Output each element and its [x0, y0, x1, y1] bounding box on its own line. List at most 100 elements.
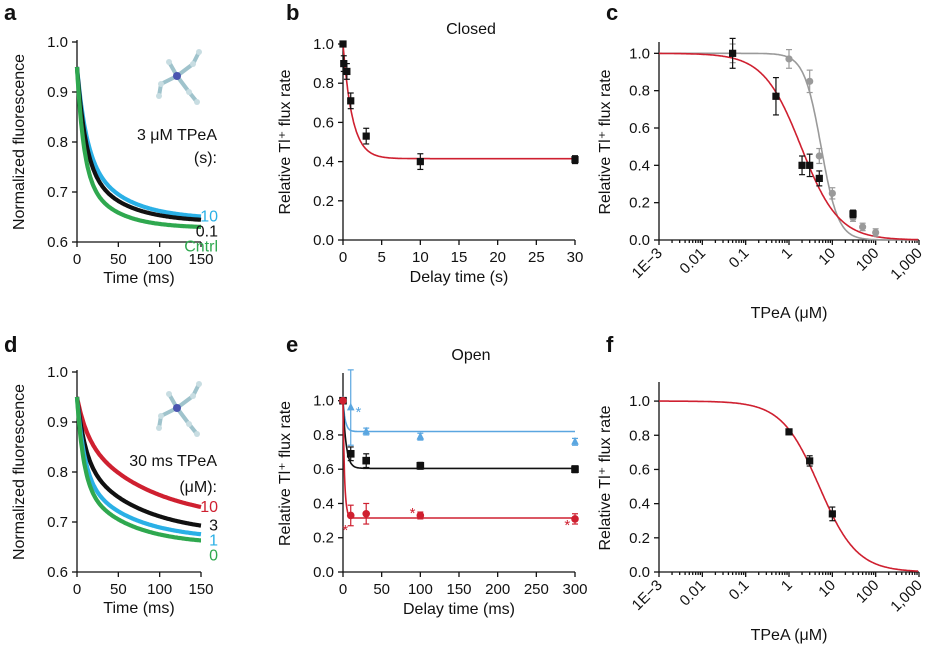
x-tick-label: 5	[377, 249, 385, 266]
fit-curve	[342, 400, 575, 433]
y-tick-label: 0.7	[47, 514, 68, 531]
y-tick-label: 1.0	[313, 36, 334, 53]
x-tick-label: 100	[853, 577, 883, 607]
data-point-square	[340, 60, 348, 68]
trace-Cntrl	[74, 66, 203, 229]
y-tick-label: 0.9	[47, 414, 68, 431]
y-axis-label: Normalized fluorescence	[11, 384, 28, 560]
x-tick-label: 200	[485, 581, 510, 598]
molecule-icon	[156, 49, 202, 105]
molecule-atom	[194, 99, 200, 105]
x-tick-label: 0	[339, 249, 347, 266]
fit-curve	[659, 52, 919, 241]
data-point-triangle	[416, 431, 425, 440]
fit-curve	[659, 400, 919, 572]
molecule-atom	[166, 59, 172, 65]
molecule-atom	[194, 431, 200, 437]
x-tick-label: 100	[147, 251, 172, 268]
data-point-circle	[872, 228, 880, 237]
x-tick-label: 50	[373, 581, 390, 598]
y-tick-label: 0.4	[629, 157, 650, 174]
data-point-triangle	[362, 426, 370, 435]
molecule-atom	[158, 81, 164, 87]
annotation-line: 3 μM TPeA	[137, 127, 217, 144]
data-point-square	[798, 161, 806, 169]
x-axis-label: Time (ms)	[103, 600, 174, 617]
data-point-square	[571, 156, 579, 164]
y-tick-label: 1.0	[313, 393, 334, 410]
panel-label-d: d	[4, 332, 17, 357]
trace-label: 0	[209, 548, 218, 565]
data-point-circle	[828, 189, 836, 197]
data-point-square	[339, 40, 347, 48]
x-tick-label: 100	[853, 245, 883, 275]
y-tick-label: 0.9	[47, 84, 68, 101]
y-tick-label: 0.8	[629, 83, 650, 100]
molecule-atom	[190, 61, 196, 67]
x-axis-label: TPeA (μM)	[751, 627, 828, 644]
x-tick-label: 0.01	[676, 245, 709, 278]
x-tick-label: 100	[147, 581, 172, 598]
x-tick-label: 15	[451, 249, 468, 266]
x-tick-label: 10	[412, 249, 429, 266]
panel-b: b 0.0 0.2 0.4 0.6 0.8 1.0 0 5 10 15 20 25 30 Delay tim…	[277, 0, 583, 286]
data-point-triangle	[346, 402, 355, 411]
data-point-circle	[859, 223, 867, 231]
molecule-atom	[196, 381, 202, 387]
data-point-square	[828, 510, 836, 518]
y-tick-label: 1.0	[47, 34, 68, 51]
data-point-circle	[339, 396, 347, 405]
x-tick-label: 1,000	[887, 245, 926, 284]
x-tick-label: 150	[446, 581, 471, 598]
trace-10	[74, 66, 203, 219]
molecule-atom	[186, 421, 192, 427]
y-tick-label: 0.8	[313, 427, 334, 444]
molecule-atom	[158, 413, 164, 419]
x-tick-label: 100	[408, 581, 433, 598]
x-tick-label: 1E−3	[629, 577, 666, 614]
molecule-icon	[156, 381, 202, 437]
x-tick-label: 0	[73, 581, 81, 598]
y-tick-label: 0.0	[629, 232, 650, 249]
data-point-circle	[346, 511, 355, 520]
data-point-circle	[806, 77, 814, 85]
molecule-atom	[156, 93, 162, 99]
y-tick-label: 0.6	[47, 234, 68, 251]
molecule-atom	[186, 89, 192, 95]
x-tick-label: 1E−3	[629, 245, 666, 282]
y-tick-label: 0.6	[313, 114, 334, 131]
x-tick-label: 50	[110, 251, 127, 268]
annotation-line: (μM):	[179, 479, 217, 496]
significance-star: *	[342, 522, 348, 539]
data-point-square	[362, 456, 370, 465]
y-tick-label: 0.6	[313, 461, 334, 478]
data-point-square	[772, 92, 780, 100]
data-point-square	[815, 174, 823, 182]
panel-label-c: c	[606, 0, 618, 25]
data-point-square	[806, 457, 814, 465]
y-tick-label: 0.4	[629, 496, 650, 513]
data-point-square	[346, 450, 355, 458]
molecule-atom	[166, 391, 172, 397]
y-tick-label: 0.2	[313, 530, 334, 547]
trace-label: 1	[209, 533, 218, 550]
x-tick-label: 10	[815, 245, 839, 269]
molecule-atom	[173, 72, 181, 80]
y-axis-label: Relative Tl⁺ flux rate	[277, 401, 294, 546]
data-point-circle	[815, 152, 823, 160]
significance-star: *	[564, 517, 570, 534]
y-tick-label: 1.0	[47, 364, 68, 381]
chart-title: Closed	[446, 21, 496, 38]
y-tick-label: 0.2	[629, 530, 650, 547]
annotation-line: (s):	[194, 150, 217, 167]
x-tick-label: 1,000	[887, 577, 926, 616]
y-tick-label: 0.6	[629, 120, 650, 137]
fit-curve	[342, 43, 575, 160]
x-tick-label: 25	[528, 249, 545, 266]
panel-label-f: f	[606, 332, 614, 357]
trace-label: 0.1	[196, 223, 218, 240]
data-point-square	[729, 49, 737, 57]
x-tick-label: 0.01	[676, 577, 709, 610]
panel-label-b: b	[286, 0, 299, 25]
y-axis-label: Normalized fluorescence	[11, 54, 28, 230]
